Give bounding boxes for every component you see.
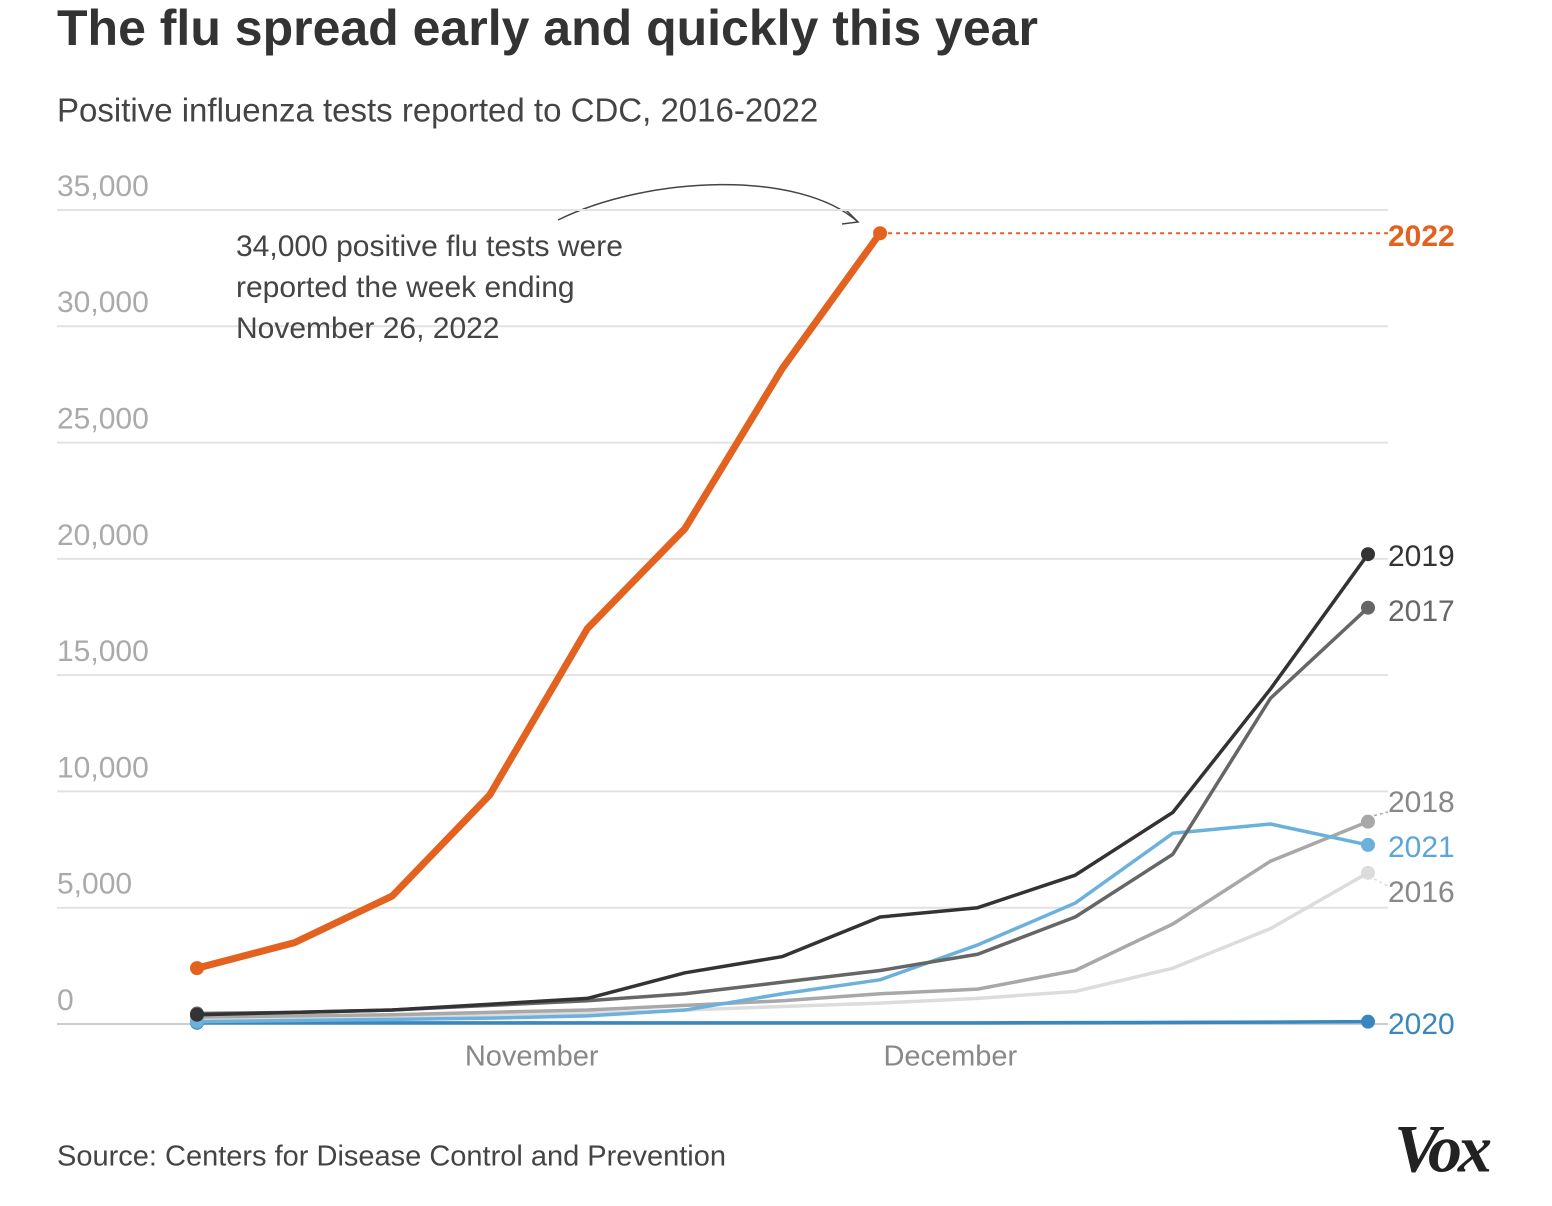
annotation: November 26, 2022 <box>236 312 500 345</box>
x-tick-label: November <box>465 1041 599 1073</box>
series-label: 2018 <box>1388 786 1455 819</box>
point <box>1361 865 1375 880</box>
point <box>1361 837 1375 852</box>
series-label: 2022 <box>1388 220 1455 253</box>
series-line <box>196 606 1370 1016</box>
series-line <box>196 553 1370 1017</box>
logo: Vox <box>1394 1111 1491 1187</box>
point <box>190 1007 204 1022</box>
y-tick-label: 0 <box>57 984 74 1017</box>
point <box>1361 814 1375 829</box>
point <box>1361 1014 1375 1029</box>
y-tick-label: 30,000 <box>57 286 149 319</box>
series-label: 2020 <box>1388 1008 1455 1041</box>
y-tick-label: 15,000 <box>57 635 149 668</box>
y-tick-label: 25,000 <box>57 402 149 435</box>
series-label: 2021 <box>1388 831 1455 864</box>
y-tick-label: 5,000 <box>57 868 132 901</box>
source: Source: Centers for Disease Control and … <box>57 1141 726 1173</box>
series-label: 2016 <box>1388 876 1455 909</box>
chart-title: The flu spread early and quickly this ye… <box>57 0 1038 56</box>
series-line <box>196 822 1369 1024</box>
point <box>190 961 204 976</box>
series-label: 2017 <box>1388 595 1455 628</box>
y-tick-label: 10,000 <box>57 751 149 784</box>
chart-subtitle: Positive influenza tests reported to CDC… <box>57 92 818 129</box>
annotation: reported the week ending <box>236 271 575 304</box>
annotation: 34,000 positive flu tests were <box>236 230 623 263</box>
leader-line <box>1373 878 1389 887</box>
leader-line <box>1373 811 1389 817</box>
y-tick-label: 35,000 <box>57 170 149 203</box>
x-tick-label: December <box>883 1041 1017 1073</box>
arrow-head <box>841 209 860 225</box>
series-line <box>196 820 1369 1019</box>
y-tick-label: 20,000 <box>57 519 149 552</box>
series-line <box>196 871 1369 1022</box>
point <box>1361 600 1375 615</box>
point <box>1361 547 1375 562</box>
series-line <box>196 231 883 972</box>
annotation-arrow <box>557 183 859 223</box>
series-line <box>197 1019 1369 1025</box>
series-label: 2019 <box>1388 540 1455 573</box>
